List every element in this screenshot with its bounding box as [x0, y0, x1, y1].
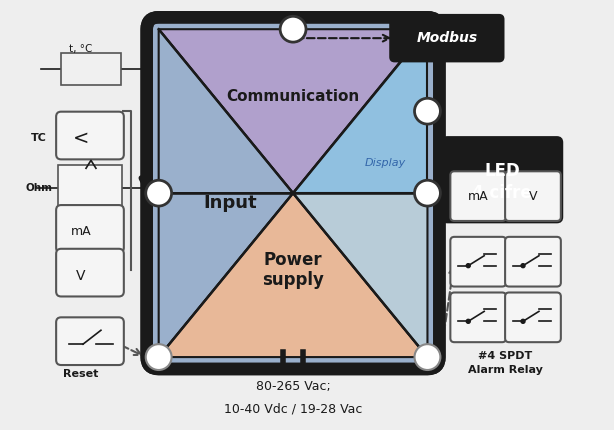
- Text: t, °C: t, °C: [69, 44, 93, 54]
- FancyBboxPatch shape: [505, 171, 561, 221]
- FancyBboxPatch shape: [442, 138, 562, 222]
- FancyBboxPatch shape: [56, 112, 124, 160]
- Polygon shape: [293, 29, 427, 193]
- Circle shape: [466, 319, 470, 323]
- FancyBboxPatch shape: [56, 317, 124, 365]
- Text: Communication: Communication: [227, 89, 360, 104]
- Circle shape: [146, 344, 172, 370]
- Text: LED: LED: [484, 162, 520, 180]
- Text: Modbus: Modbus: [416, 31, 478, 45]
- Text: supply: supply: [262, 271, 324, 289]
- FancyBboxPatch shape: [505, 237, 561, 286]
- Circle shape: [466, 264, 470, 267]
- FancyBboxPatch shape: [147, 17, 440, 369]
- Circle shape: [280, 16, 306, 42]
- FancyBboxPatch shape: [450, 292, 506, 342]
- Circle shape: [521, 319, 525, 323]
- FancyBboxPatch shape: [56, 205, 124, 253]
- FancyBboxPatch shape: [58, 165, 122, 209]
- FancyBboxPatch shape: [56, 249, 124, 296]
- Text: 10-40 Vdc / 19-28 Vac: 10-40 Vdc / 19-28 Vac: [224, 402, 362, 415]
- FancyBboxPatch shape: [505, 292, 561, 342]
- Text: TC: TC: [31, 133, 47, 144]
- Text: Display: Display: [365, 158, 406, 168]
- Text: <: <: [73, 129, 89, 148]
- Circle shape: [414, 344, 440, 370]
- Text: 80-265 Vac;: 80-265 Vac;: [255, 381, 330, 393]
- Text: Power: Power: [264, 251, 322, 269]
- Text: V: V: [76, 269, 86, 283]
- Text: Alarm Relay: Alarm Relay: [468, 365, 543, 375]
- Circle shape: [414, 98, 440, 124]
- FancyBboxPatch shape: [61, 53, 121, 85]
- Circle shape: [414, 180, 440, 206]
- Circle shape: [146, 180, 172, 206]
- Text: Reset: Reset: [63, 369, 99, 379]
- Text: #4 SPDT: #4 SPDT: [478, 351, 533, 361]
- FancyBboxPatch shape: [450, 171, 506, 221]
- Text: Output: Output: [432, 191, 469, 201]
- Polygon shape: [158, 29, 427, 193]
- FancyBboxPatch shape: [391, 15, 503, 61]
- Circle shape: [521, 264, 525, 267]
- Text: Ohm: Ohm: [26, 183, 53, 193]
- Polygon shape: [158, 29, 293, 193]
- Polygon shape: [293, 193, 427, 357]
- Text: V: V: [529, 190, 537, 203]
- Text: 4 cifre: 4 cifre: [472, 184, 532, 202]
- Text: mA: mA: [468, 190, 489, 203]
- Text: mA: mA: [71, 225, 91, 238]
- Polygon shape: [158, 193, 293, 357]
- Polygon shape: [158, 193, 427, 357]
- FancyBboxPatch shape: [450, 237, 506, 286]
- Text: Input: Input: [203, 194, 257, 212]
